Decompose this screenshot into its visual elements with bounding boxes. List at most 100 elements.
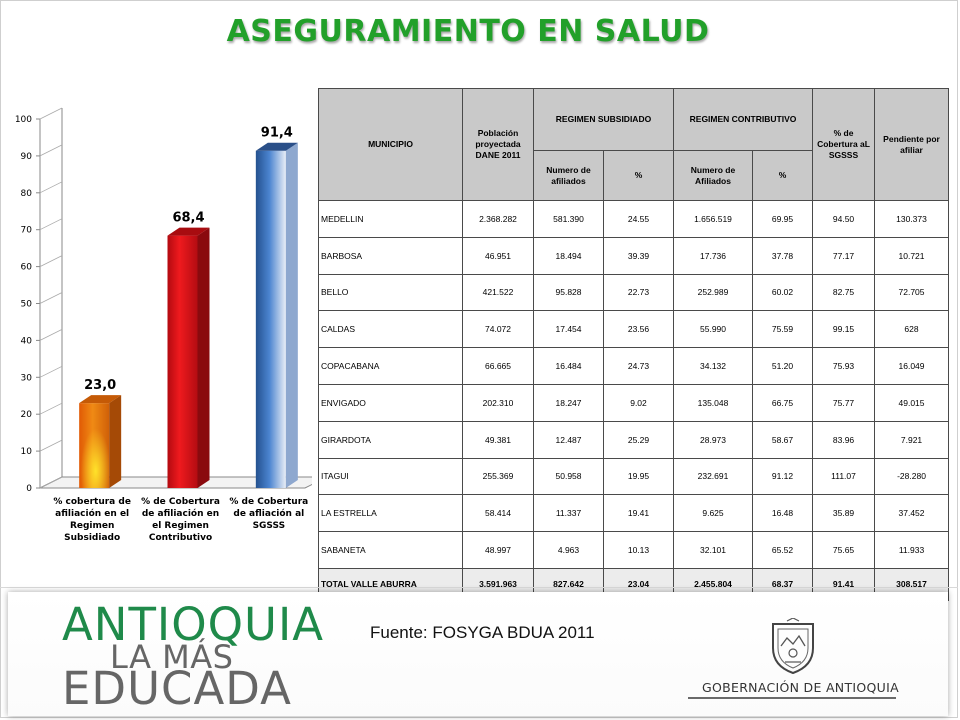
header-pendiente: Pendiente por afiliar xyxy=(874,88,950,201)
y-tick-guide xyxy=(39,218,63,231)
header-pct-contributivo: % xyxy=(751,150,814,201)
table-cell: 75.93 xyxy=(812,347,876,385)
table-cell: 51.20 xyxy=(751,347,814,385)
table-cell: 95.828 xyxy=(533,273,604,312)
category-label: de afliación al xyxy=(233,508,304,519)
table-cell: 23.56 xyxy=(603,310,674,349)
table-cell: 1.656.519 xyxy=(673,200,753,238)
table-cell: 232.691 xyxy=(673,457,753,496)
government-underline xyxy=(688,697,896,699)
table-cell: 16.049 xyxy=(874,347,950,385)
table-cell: 25.29 xyxy=(603,420,674,459)
table-cell: MEDELLIN xyxy=(318,200,463,238)
table-cell: 4.963 xyxy=(533,531,604,569)
bar-glow xyxy=(79,403,110,488)
table-cell: 252.989 xyxy=(673,273,753,312)
table-row: BELLO 421.522 95.828 22.73 252.989 60.02 82.75… xyxy=(318,273,950,312)
category-label: afiliación en el xyxy=(55,508,129,519)
y-tick-label: 20 xyxy=(21,410,33,420)
table-cell: 58.414 xyxy=(462,494,534,533)
category-label: Regimen xyxy=(70,521,114,531)
y-tick-label: 0 xyxy=(26,484,32,494)
header-municipio: MUNICIPIO xyxy=(318,88,463,201)
table-row: ITAGUI 255.369 50.958 19.95 232.691 91.12 111.… xyxy=(318,457,950,496)
table-row: LA ESTRELLA 58.414 11.337 19.41 9.625 16.48 35… xyxy=(318,494,950,533)
table-cell: ENVIGADO xyxy=(318,383,463,422)
y-tick-guide xyxy=(39,365,63,378)
table-cell: 91.12 xyxy=(751,457,814,496)
y-tick-guide xyxy=(39,476,63,489)
category-label: SGSSS xyxy=(253,521,286,531)
table-row: CALDAS 74.072 17.454 23.56 55.990 75.59 99.15 6… xyxy=(318,310,950,349)
category-label: de afiliación en xyxy=(142,508,219,519)
table-cell: 18.494 xyxy=(533,236,604,275)
bar-0 xyxy=(79,395,122,488)
table-cell: 72.705 xyxy=(874,273,950,312)
category-label: Subsidiado xyxy=(64,533,120,543)
chart-bars xyxy=(79,142,298,488)
y-tick-guide xyxy=(39,107,63,120)
table-cell: 18.247 xyxy=(533,383,604,422)
category-label: Contributivo xyxy=(149,533,212,543)
table-cell: 46.951 xyxy=(462,236,534,275)
table-cell: 111.07 xyxy=(812,457,876,496)
table-cell: 75.77 xyxy=(812,383,876,422)
y-tick-guide xyxy=(39,181,63,194)
y-tick-label: 10 xyxy=(21,447,33,457)
table-cell: CALDAS xyxy=(318,310,463,349)
table-cell: -28.280 xyxy=(874,457,950,496)
table-cell: GIRARDOTA xyxy=(318,420,463,459)
footer-banner xyxy=(8,592,948,716)
y-tick-guide xyxy=(39,144,63,157)
bar-side xyxy=(285,142,298,488)
table-cell: 10.721 xyxy=(874,236,950,275)
table-cell: 94.50 xyxy=(812,200,876,238)
table-cell: 24.55 xyxy=(603,200,674,238)
table-cell: 19.95 xyxy=(603,457,674,496)
table-cell: 48.997 xyxy=(462,531,534,569)
insurance-table: MUNICIPIO Población proyectada DANE 2011… xyxy=(318,88,950,601)
table-cell: 421.522 xyxy=(462,273,534,312)
table-row: GIRARDOTA 49.381 12.487 25.29 28.973 58.67 83.… xyxy=(318,420,950,459)
bar-top xyxy=(79,395,122,404)
y-tick-guide xyxy=(39,292,63,304)
y-tick-label: 60 xyxy=(21,263,33,273)
table-cell: 75.59 xyxy=(751,310,814,349)
table-cell: 22.73 xyxy=(603,273,674,312)
table-cell: 49.381 xyxy=(462,420,534,459)
section-divider xyxy=(0,587,958,588)
table-cell: 82.75 xyxy=(812,273,876,312)
category-label: % cobertura de xyxy=(53,497,131,507)
bar-front xyxy=(167,235,198,488)
table-cell: COPACABANA xyxy=(318,347,463,385)
coat-of-arms-icon xyxy=(772,618,814,675)
table-cell: 628 xyxy=(874,310,950,349)
table-cell: 83.96 xyxy=(812,420,876,459)
header-subsidiado: REGIMEN SUBSIDIADO xyxy=(533,88,674,151)
category-label: % de Cobertura xyxy=(141,497,220,507)
header-afiliados-subsidiado: Numero de afiliados xyxy=(533,150,604,201)
table-cell: 58.67 xyxy=(751,420,814,459)
table-cell: 60.02 xyxy=(751,273,814,312)
table-cell: 99.15 xyxy=(812,310,876,349)
table-cell: 50.958 xyxy=(533,457,604,496)
table-cell: 19.41 xyxy=(603,494,674,533)
table-cell: 17.736 xyxy=(673,236,753,275)
bar-1 xyxy=(167,227,210,488)
table-cell: 75.65 xyxy=(812,531,876,569)
bar-side xyxy=(197,227,210,488)
table-cell: 69.95 xyxy=(751,200,814,238)
table-row: COPACABANA 66.665 16.484 24.73 34.132 51.20 75… xyxy=(318,347,950,385)
bar-top xyxy=(255,142,298,151)
table-cell: 12.487 xyxy=(533,420,604,459)
table-cell: 581.390 xyxy=(533,200,604,238)
bar-value-label: 91,4 xyxy=(261,126,293,141)
category-label: % de Cobertura xyxy=(229,497,308,507)
header-cobertura: % de Cobertura aL SGSSS xyxy=(812,88,876,201)
y-tick-label: 40 xyxy=(21,336,33,346)
table-cell: 39.39 xyxy=(603,236,674,275)
table-cell: 34.132 xyxy=(673,347,753,385)
y-tick-label: 80 xyxy=(21,189,33,199)
